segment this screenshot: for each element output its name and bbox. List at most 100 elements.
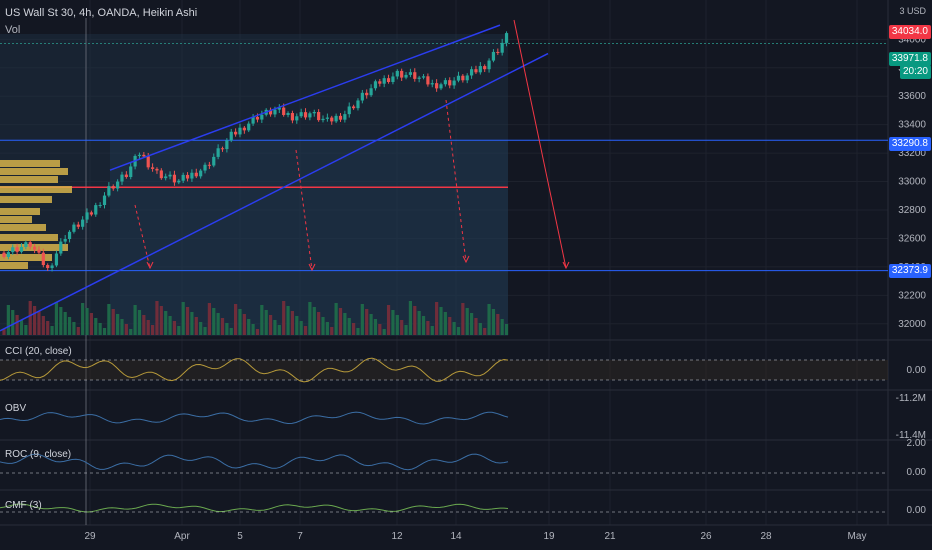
volume-bar [456, 327, 461, 335]
candle [89, 212, 93, 215]
volume-bar [360, 304, 364, 335]
candle [172, 174, 177, 183]
volume-bar [395, 315, 399, 335]
candle [465, 75, 469, 81]
candle [142, 154, 146, 157]
volume-profile-bar [0, 208, 40, 215]
candle [37, 249, 41, 253]
level-upper-tag: 33290.8 [888, 137, 931, 151]
cci-tick: 0.00 [906, 365, 926, 376]
volume-bar [330, 327, 334, 335]
volume-profile-bar [0, 160, 60, 167]
volume-bar [190, 312, 194, 335]
candle [54, 253, 59, 266]
y-tick-label: 33000 [898, 177, 926, 188]
volume-bar [487, 304, 491, 335]
candle [111, 186, 115, 189]
candle [199, 170, 203, 177]
candle [382, 78, 386, 84]
cmf-label[interactable]: CMF (3) [5, 500, 42, 511]
volume-bar [303, 326, 308, 335]
arrow-head [462, 255, 470, 264]
volume-bar [229, 328, 233, 335]
volume-bar [325, 322, 329, 335]
volume-bar [129, 329, 133, 335]
volume-bar [365, 309, 369, 335]
candle [360, 92, 364, 101]
volume-bar [373, 319, 378, 335]
candle [417, 77, 421, 79]
volume-bar [67, 317, 72, 335]
volume-bar [220, 318, 225, 335]
volume-bar [111, 309, 115, 335]
range-highlight [0, 34, 508, 336]
volume-bar [50, 326, 54, 335]
candle [443, 80, 447, 85]
candle [124, 174, 128, 178]
candle [303, 112, 308, 118]
roc-label[interactable]: ROC (9, close) [5, 449, 72, 460]
candle [347, 106, 351, 115]
volume-bar [41, 316, 45, 335]
volume-bar [264, 310, 268, 335]
volume-profile-bar [0, 262, 28, 269]
roc-tick-zero: 0.00 [906, 467, 926, 478]
countdown-tag: 20:20 [899, 65, 931, 79]
volume-bar [321, 317, 325, 335]
candle [11, 247, 15, 253]
candle [282, 107, 286, 115]
candle [395, 70, 399, 77]
candle [229, 131, 233, 141]
volume-bar [207, 303, 211, 335]
candle [325, 117, 329, 119]
volume-bar [6, 305, 10, 335]
candle [255, 116, 260, 120]
volume-bar [28, 301, 32, 335]
candle [461, 75, 465, 81]
volume-bar [308, 302, 312, 335]
volume-bar [72, 322, 76, 335]
candle [408, 72, 413, 75]
cci-label[interactable]: CCI (20, close) [5, 346, 72, 357]
candle [238, 127, 242, 135]
candle [129, 166, 133, 178]
volume-bar [391, 310, 395, 335]
volume-bar [102, 328, 107, 335]
candle [216, 148, 220, 157]
high-price-tag: 34034.0 [888, 25, 931, 39]
candle [500, 42, 504, 53]
volume-bar [63, 312, 67, 335]
candle [177, 180, 181, 183]
obv-label[interactable]: OBV [5, 403, 27, 414]
candle [421, 76, 426, 78]
volume-label: Vol [5, 24, 21, 36]
volume-profile-bar [0, 176, 58, 183]
volume-bar [408, 301, 413, 335]
candle [59, 241, 63, 254]
volume-bar [107, 304, 111, 335]
y-tick-label: 33200 [898, 148, 926, 159]
date-tick: Apr [174, 531, 190, 542]
candle [413, 72, 417, 79]
currency-label: 3 USD [899, 6, 926, 16]
channel-upper [109, 24, 501, 171]
volume-profile-bar [0, 186, 72, 193]
volume-bar [255, 329, 260, 335]
candle [28, 242, 32, 247]
obv-line [0, 411, 509, 425]
candle [50, 265, 54, 269]
volume-bar [299, 321, 303, 335]
volume-bar [417, 311, 421, 335]
candle [159, 170, 163, 179]
cmf-tick: 0.00 [906, 505, 926, 516]
projection-arrow [295, 149, 313, 271]
volume-bar [142, 315, 146, 335]
candle [120, 174, 124, 182]
symbol-title[interactable]: US Wall St 30, 4h, OANDA, Heikin Ashi [5, 7, 198, 19]
candle [299, 112, 303, 117]
volume-profile-bar [0, 196, 52, 203]
candle [234, 131, 238, 135]
candle [312, 112, 316, 114]
volume-bar [120, 319, 124, 335]
